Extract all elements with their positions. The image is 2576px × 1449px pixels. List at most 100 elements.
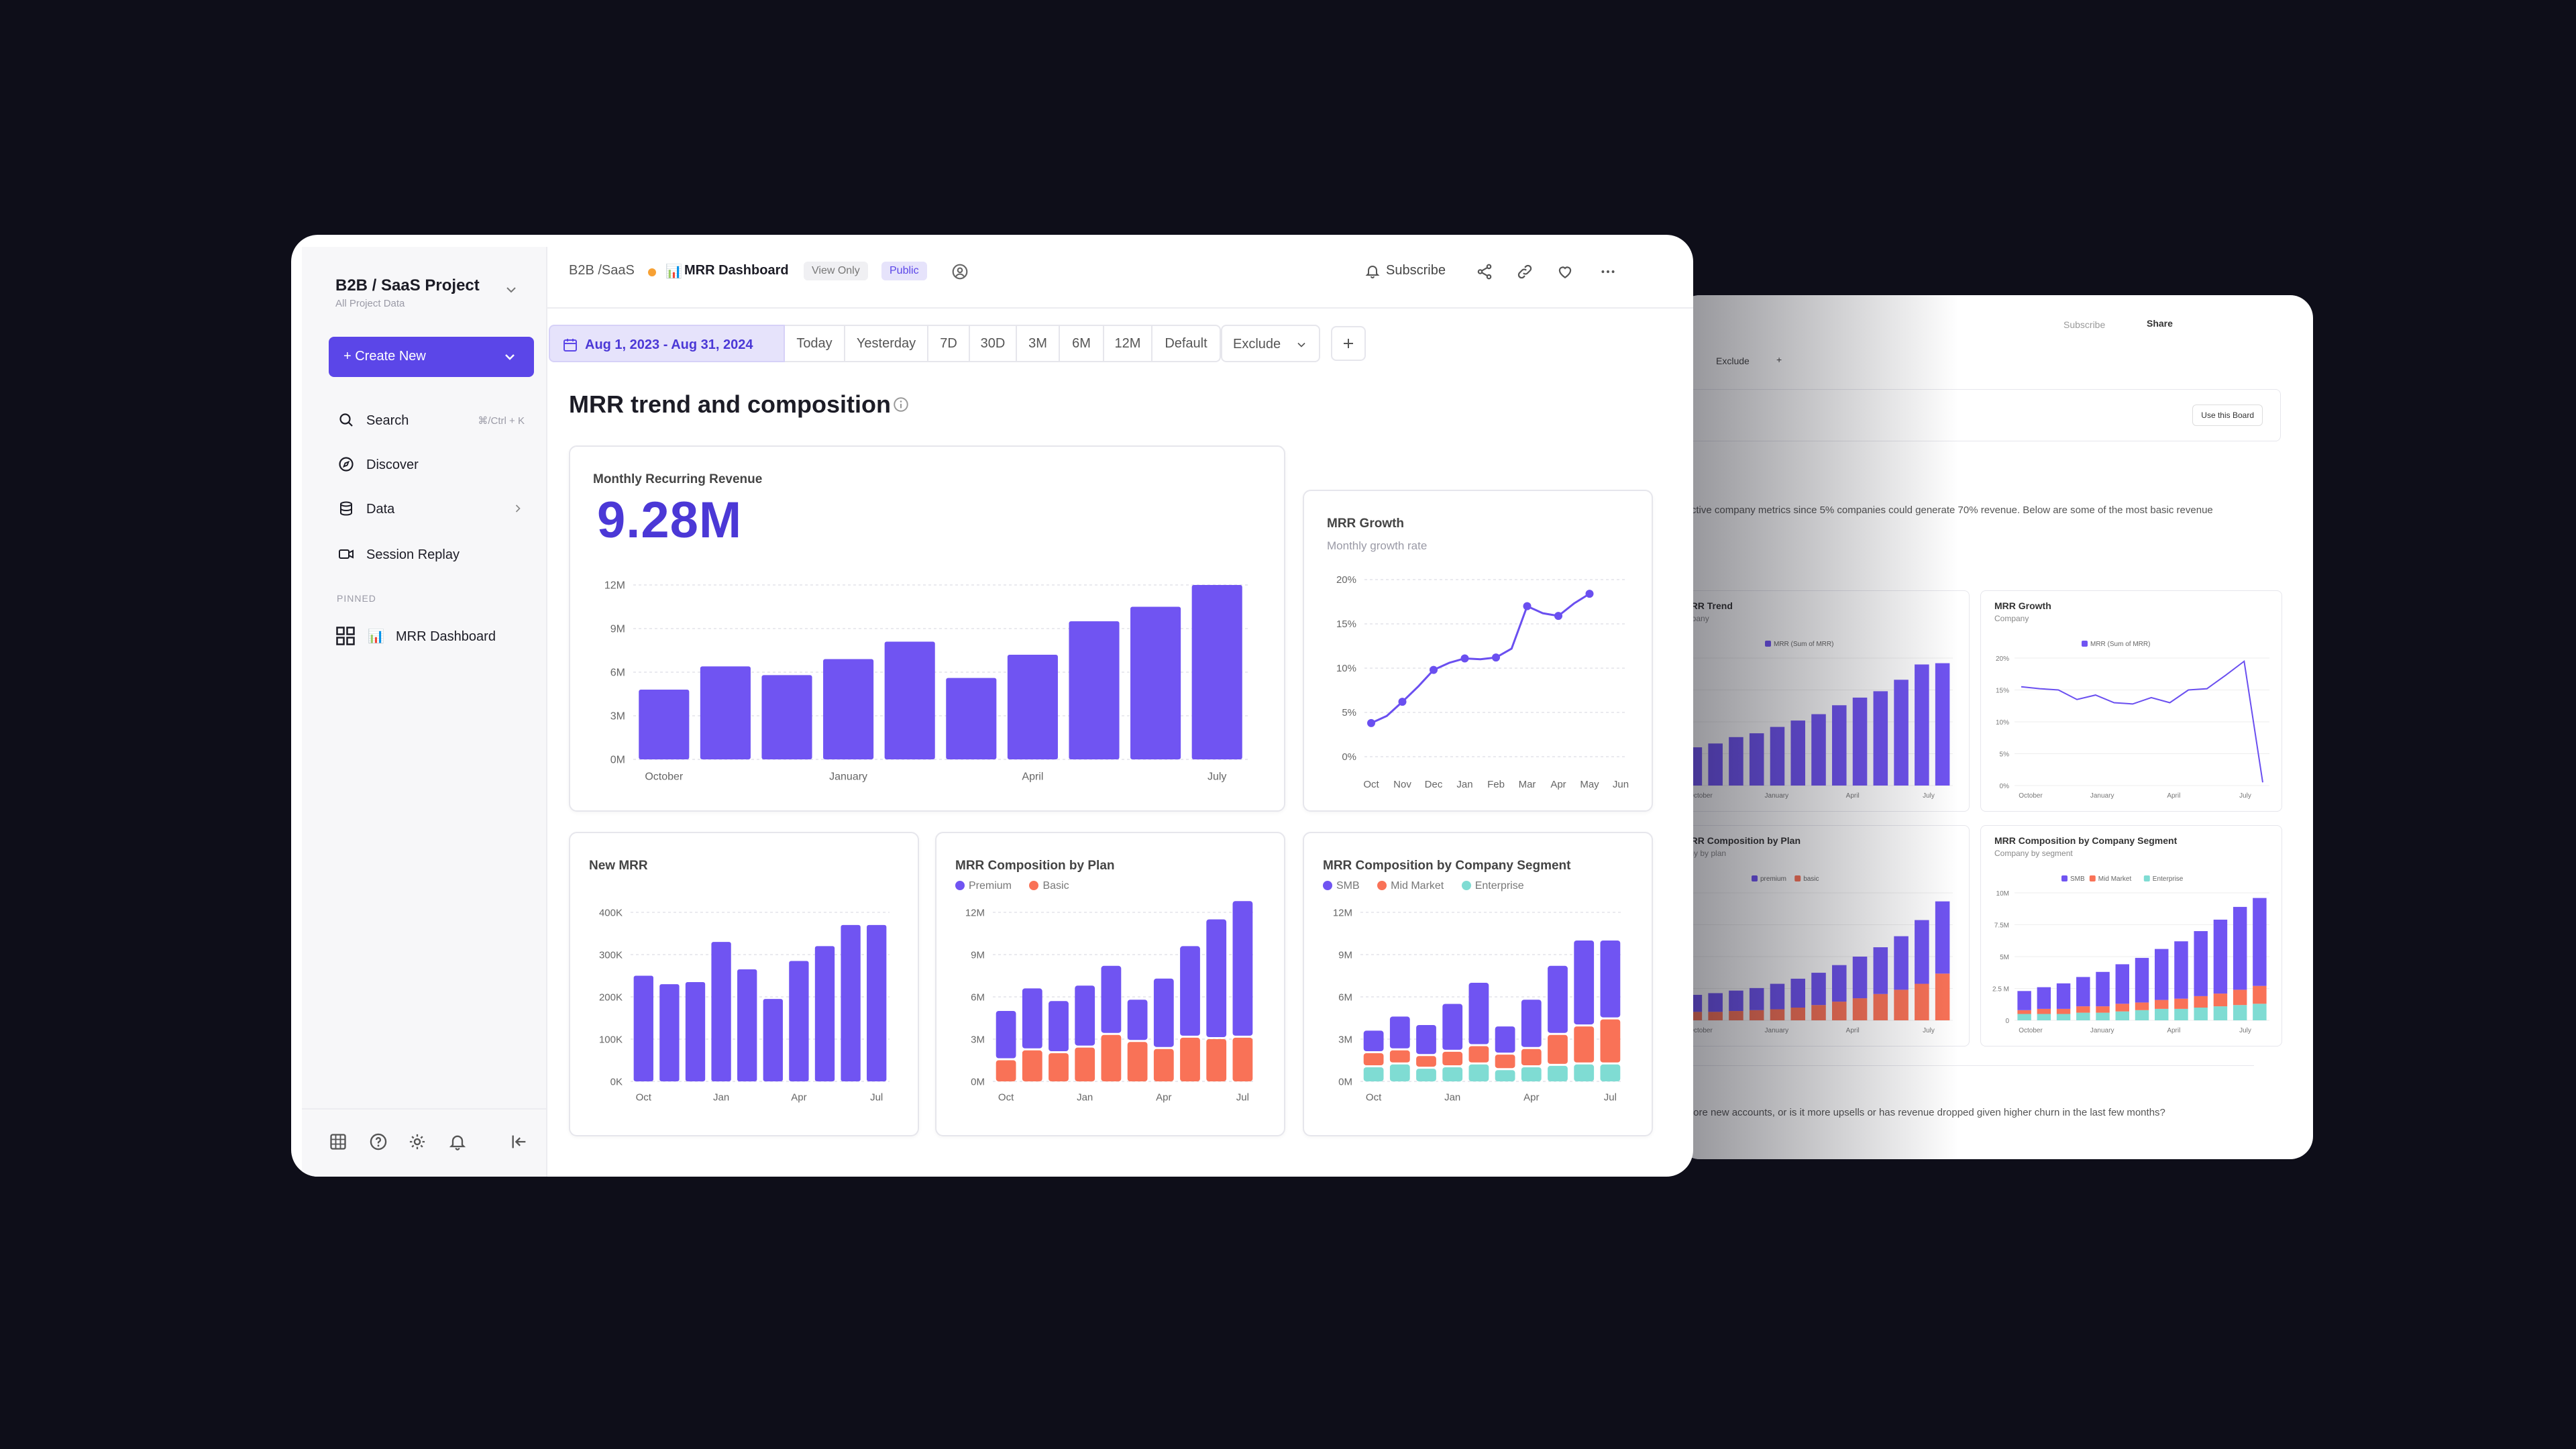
x-tick-label: Dec [1425,779,1443,790]
bar [1770,727,1785,786]
bar [737,969,757,1081]
y-tick-label: 3M [971,1034,985,1045]
x-tick-label: Apr [1523,1092,1539,1104]
card-title: Monthly Recurring Revenue [593,472,763,486]
table-icon[interactable] [329,1132,347,1151]
range-12m[interactable]: 12M [1103,326,1151,361]
bar-segment [1127,1042,1148,1081]
more-options-icon[interactable] [1599,263,1617,280]
bar [1007,655,1058,759]
range-3m[interactable]: 3M [1016,326,1059,361]
chevron-down-icon[interactable] [503,282,519,298]
x-tick-label: Jan [713,1092,729,1104]
bar-segment [2037,1014,2051,1020]
range-30d[interactable]: 30D [969,326,1016,361]
collapse-sidebar-icon[interactable] [510,1132,529,1151]
bg-card-title: MRR Growth [1994,600,2051,611]
bar [1811,714,1826,786]
sidebar-item-session-replay[interactable]: Session Replay [329,539,534,569]
bar-segment [2233,906,2247,990]
date-range-picker[interactable]: Aug 1, 2023 - Aug 31, 2024 [549,325,785,362]
sidebar-item-discover[interactable]: Discover [329,449,534,479]
bell-icon[interactable] [448,1132,467,1151]
sidebar-item-data[interactable]: Data [329,494,534,523]
x-tick-label: Mar [1519,779,1536,790]
chevron-down-icon[interactable] [502,349,518,365]
view-only-badge: View Only [804,262,868,280]
bar [763,999,783,1081]
legend-swatch [1765,641,1771,647]
bar-segment [1468,983,1489,1044]
breadcrumb-root[interactable]: B2B /SaaS [569,263,635,278]
bar-segment [2233,1005,2247,1020]
bar-segment [1049,1053,1069,1081]
bar-segment [1574,1064,1595,1081]
range-yesterday[interactable]: Yesterday [844,326,927,361]
user-circle-icon[interactable] [951,263,969,280]
bar-segment [1416,1056,1436,1067]
bar-segment [2253,898,2267,986]
bar [1915,664,1929,786]
bar-segment [1915,920,1929,984]
range-6m[interactable]: 6M [1059,326,1103,361]
pinned-item-mrr-dashboard[interactable]: 📊 MRR Dashboard [329,621,534,651]
bar-segment [1049,1001,1069,1051]
y-tick-label: 100K [599,1034,623,1045]
legend-label: Enterprise [2153,875,2184,883]
range-default[interactable]: Default [1151,326,1220,361]
project-title[interactable]: B2B / SaaS Project [335,276,480,294]
bar [685,981,706,1081]
add-filter-button[interactable] [1331,326,1366,361]
sidebar-item-label: MRR Dashboard [396,629,496,644]
bar-segment [1852,957,1868,999]
legend-swatch [2143,875,2150,881]
y-tick-label: 0M [971,1076,985,1087]
create-new-button[interactable]: + Create New [329,337,534,377]
database-icon [340,501,352,516]
y-tick-label: 300K [599,949,623,961]
range-7d[interactable]: 7D [927,326,969,361]
bar-segment [1770,983,1785,1010]
bar [659,984,680,1081]
bar-segment [1521,1049,1542,1065]
mrr-bar-chart: 0M 3M 6M 9M 12M October January April July [604,580,1248,782]
sidebar-item-label: Search [366,413,409,428]
x-tick-label: January [2090,792,2114,800]
help-icon[interactable] [369,1132,388,1151]
x-tick-label: April [1846,1027,1860,1034]
bar-segment [1600,941,1621,1018]
bar-segment [2115,964,2129,1004]
sidebar-item-search[interactable]: Search ⌘/Ctrl + K [329,405,534,435]
bar-segment [1206,919,1227,1037]
subscribe-button[interactable]: Subscribe [1364,259,1458,283]
y-tick-label: 7.5M [1994,922,2009,930]
y-tick-label: 20% [1336,574,1356,586]
new-mrr-bar-chart: 0K 100K 200K 300K 400K Oct Jan Apr Jul [599,907,890,1104]
heart-icon[interactable] [1556,263,1574,280]
gear-icon[interactable] [408,1132,427,1151]
x-tick-label: October [645,771,684,782]
bar-segment [1811,1005,1826,1020]
bar-segment [2213,919,2228,994]
exclude-dropdown[interactable]: Exclude [1221,325,1320,362]
data-point [1492,653,1500,662]
legend-swatch [2082,641,2088,647]
legend-label: Mid Market [2098,875,2132,883]
bg-banner: Use this Board [1677,389,2281,441]
bg-card-segment: MRR Composition by Company Segment Compa… [1980,825,2282,1046]
share-icon[interactable] [1476,263,1493,280]
page-breadcrumb-title[interactable]: MRR Dashboard [684,263,789,278]
x-tick-label: Oct [1363,779,1379,790]
bar-segment [1389,1050,1410,1063]
info-icon[interactable] [892,396,910,413]
bar-segment [2135,1010,2149,1020]
link-icon[interactable] [1516,263,1534,280]
bar-segment [1852,998,1868,1020]
range-today[interactable]: Today [796,336,833,351]
bar-segment [2174,941,2188,999]
bg-card-sub: Company by segment [1994,849,2073,858]
bar-segment [1729,990,1743,1012]
legend-item-mid-market: Mid Market [1377,880,1444,892]
bar-segment [2037,1008,2051,1014]
y-tick-label: 0K [610,1076,623,1087]
